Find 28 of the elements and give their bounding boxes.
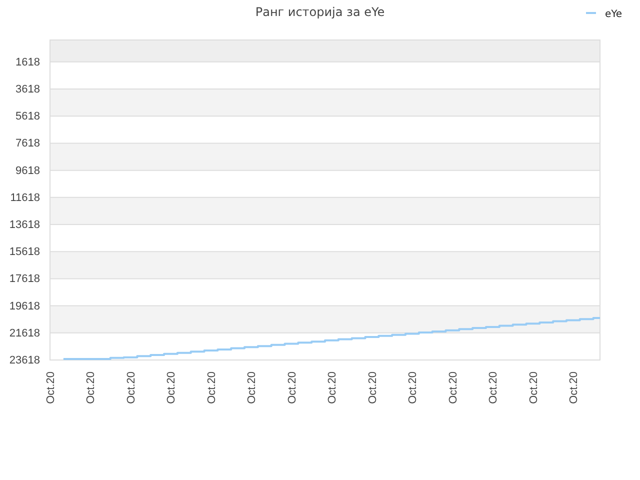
y-tick-label: 3618 [16,84,40,96]
x-tick-label: Oct.20 [166,372,178,404]
y-tick-label: 15618 [9,246,40,258]
y-tick-label: 17618 [9,273,40,286]
x-tick-label: Oct.20 [326,372,339,404]
x-tick-label: Oct.20 [568,372,580,404]
x-tick-label: Oct.20 [206,372,218,404]
y-tick-label: 11618 [10,192,40,204]
x-tick-label: Oct.20 [366,372,379,404]
x-tick-label: Oct.20 [85,372,98,404]
y-tick-label: 21618 [9,327,40,340]
x-tick-label: Oct.20 [286,372,298,404]
x-tick-label: Oct.20 [447,372,460,404]
x-tick-label: Oct.20 [125,372,138,404]
chart-title: Ранг историја за eYe [255,5,385,19]
y-tick-label: 1618 [16,56,40,68]
y-tick-label: 13618 [9,219,40,232]
x-tick-label: Oct.20 [528,372,540,404]
y-tick-label: 7618 [16,138,40,150]
x-tick-label: Oct.20 [407,372,420,404]
y-tick-label: 19618 [9,300,40,312]
x-tick-label: Oct.20 [44,372,57,404]
y-tick-label: 9618 [16,164,40,177]
y-tick-label: 23618 [9,354,40,367]
x-tick-label: Oct.20 [488,372,500,404]
legend-label: eYe [605,9,622,20]
y-tick-label: 5618 [16,110,40,123]
x-tick-label: Oct.20 [246,372,258,404]
